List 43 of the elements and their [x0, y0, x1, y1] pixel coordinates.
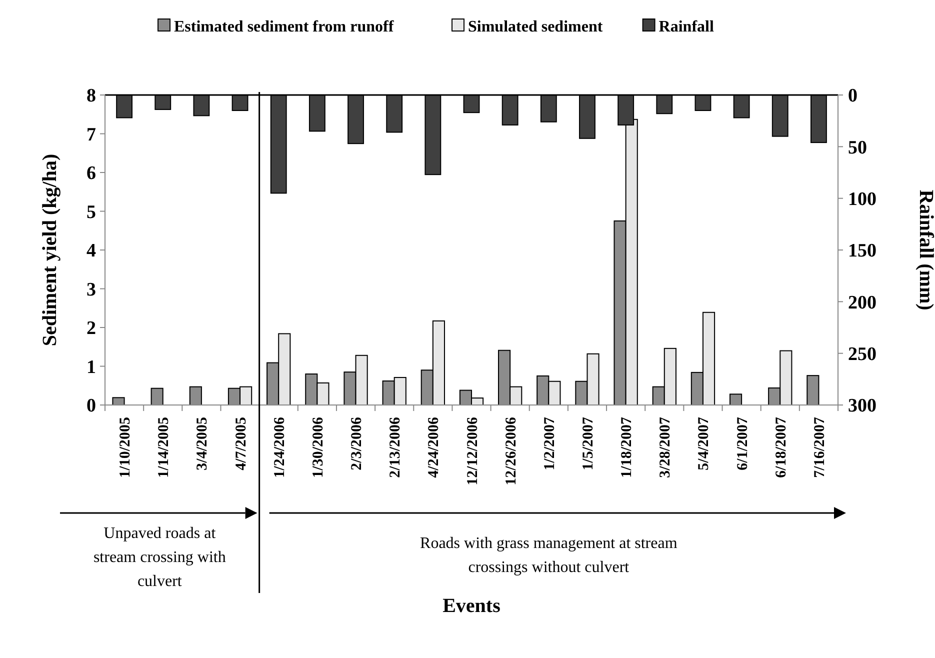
x-tick-label: 4/7/2005	[233, 417, 250, 470]
x-tick-label: 12/26/2006	[503, 416, 520, 486]
y-tick-label: 4	[86, 240, 96, 262]
x-tick-label: 12/12/2006	[464, 416, 481, 486]
y2-tick-label: 200	[848, 292, 876, 314]
x-tick-label: 2/3/2006	[349, 416, 366, 470]
y-tick-label: 6	[86, 163, 96, 184]
x-tick-label: 3/4/2005	[194, 417, 211, 470]
y-tick-label: 5	[86, 202, 96, 223]
x-tick-label: 2/13/2006	[388, 416, 404, 478]
x-tick-label: 1/10/2005	[118, 417, 134, 478]
x-tick-label: 5/4/2007	[696, 416, 712, 470]
y2-tick-label: 250	[848, 344, 876, 365]
y-tick-label: 3	[86, 279, 96, 300]
legend-label: Rainfall	[658, 18, 714, 36]
x-tick-label: 1/2/2007	[542, 416, 558, 470]
y-axis-title: Sediment yield (kg/ha)	[39, 154, 61, 346]
text: Roads with grass management at stream crossings without culvert	[420, 535, 678, 576]
x-tick-label: 1/30/2006	[310, 416, 326, 478]
x-tick-label: 6/1/2007	[734, 416, 751, 470]
x-tick-label: 6/18/2007	[773, 416, 790, 478]
y-tick-label: 7	[86, 124, 96, 146]
x-tick-label: 1/5/2007	[580, 416, 596, 470]
x-tick-label: 3/28/2007	[658, 416, 674, 478]
x-tick-label: 4/24/2006	[426, 416, 442, 478]
y2-tick-label: 150	[848, 240, 876, 262]
legend-label: Simulated sediment	[468, 18, 604, 36]
y-tick-label: 1	[86, 356, 96, 378]
text: Unpaved roads at stream crossing with culvert	[93, 525, 226, 590]
y2-tick-label: 100	[848, 188, 876, 210]
x-tick-label: 1/18/2007	[619, 416, 636, 478]
x-tick-label: 7/16/2007	[812, 416, 828, 478]
y2-tick-label: 300	[848, 396, 876, 417]
y2-tick-label: 50	[848, 137, 867, 158]
legend-label: Estimated sediment from runoff	[174, 18, 394, 36]
x-tick-label: 1/14/2005	[156, 417, 172, 478]
y-tick-label: 8	[86, 86, 96, 107]
y-tick-label: 2	[86, 318, 96, 340]
x-tick-label: 1/24/2006	[272, 416, 288, 478]
y-tick-label: 0	[86, 396, 96, 417]
y2-axis-title: Rainfall (mm)	[915, 190, 935, 310]
y2-tick-label: 0	[848, 86, 858, 107]
text: Events	[442, 595, 501, 617]
